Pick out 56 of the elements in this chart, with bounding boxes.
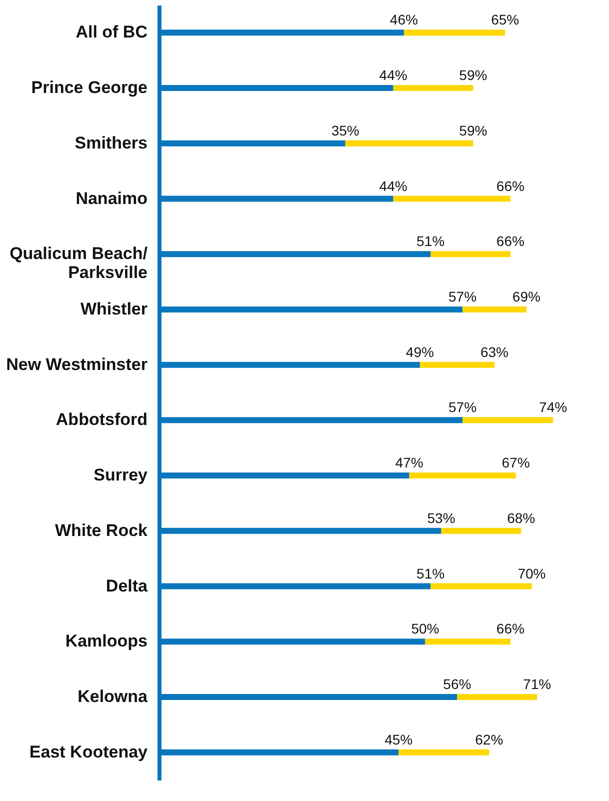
total-label: 67% [502,454,530,471]
y-tick-label: Delta [106,576,148,596]
data-label: 46% [390,12,418,28]
data-label: 57% [448,399,477,416]
bar [441,528,522,534]
bar [430,583,532,590]
y-tick-label: White Rock [54,520,148,540]
total-label: 59% [459,67,488,84]
bar [425,638,510,645]
data-label: 44% [379,178,408,194]
total-label: 63% [480,344,508,360]
bar [393,85,474,92]
y-tick-label: Kamloops [65,632,148,651]
y-tick-label: All of BC [76,22,148,42]
y-tick-label: Nanaimo [76,188,148,208]
data-label: 47% [395,454,424,471]
bar [462,306,526,312]
bar [457,694,538,700]
total-label: 66% [496,178,524,194]
y-tick-label: East Kootenay [29,742,148,762]
y-tick-label: Whistler [80,299,148,318]
data-label: 44% [379,67,408,84]
y-tick-label: Kelowna [78,686,148,706]
bar [430,251,510,258]
total-label: 62% [475,731,504,748]
bar [404,30,506,36]
bar [462,417,554,424]
data-label: 49% [406,344,434,360]
data-label: 51% [416,233,445,250]
total-label: 65% [491,12,520,28]
total-label: 70% [518,565,546,582]
total-label: 59% [459,122,488,138]
bar [420,362,494,368]
y-tick-label: Prince George [31,78,148,98]
data-label: 57% [448,288,477,304]
data-label: 51% [416,565,445,582]
bar [393,196,510,202]
bar [409,472,516,479]
data-label: 53% [427,510,456,526]
data-label: 45% [384,731,413,748]
y-tick-label: Abbotsford [56,410,148,430]
total-label: 68% [507,510,536,526]
total-label: 71% [523,676,552,692]
data-label: 35% [331,122,360,138]
data-label: 56% [443,676,472,692]
y-tick-label: New Westminster [6,354,148,374]
total-label: 69% [512,288,540,304]
data-label: 50% [411,620,440,637]
bar [345,140,474,146]
total-label: 74% [539,399,568,416]
y-tick-label: Surrey [94,466,148,485]
y-tick-label: Qualicum Beach/ Parksville [10,244,148,282]
y-tick-label: Smithers [74,133,148,152]
bar [398,749,490,756]
total-label: 66% [496,620,524,637]
total-label: 66% [496,233,524,250]
